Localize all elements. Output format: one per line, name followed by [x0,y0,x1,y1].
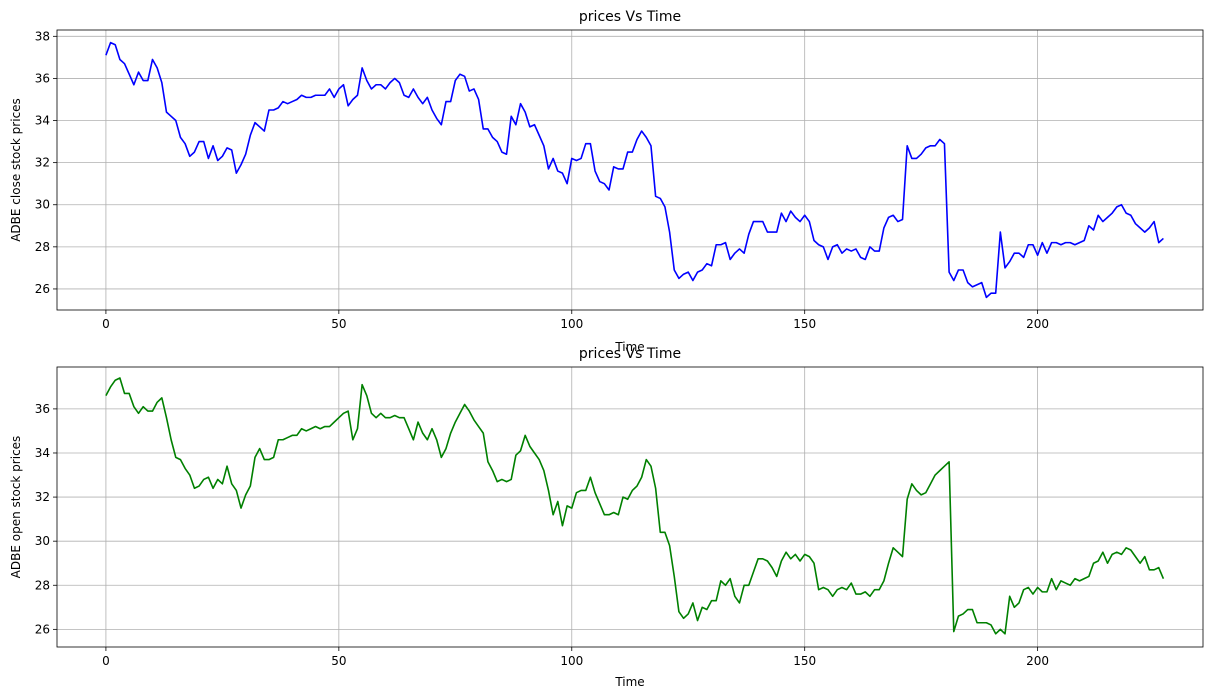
y-tick-label: 26 [35,282,50,296]
y-tick-label: 28 [35,240,50,254]
y-tick-label: 36 [35,71,50,85]
y-tick-label: 30 [35,534,50,548]
y-tick-label: 32 [35,490,50,504]
y-tick-label: 38 [35,29,50,43]
chart-title: prices Vs Time [579,346,681,362]
x-tick-label: 150 [793,654,816,668]
y-tick-label: 34 [35,114,50,128]
y-tick-label: 34 [35,446,50,460]
x-tick-label: 150 [793,317,816,331]
x-axis-label: Time [614,340,644,354]
y-tick-label: 28 [35,578,50,592]
x-tick-label: 100 [560,654,583,668]
plot-frame [56,29,1204,311]
x-tick-label: 50 [331,317,346,331]
x-tick-label: 100 [560,317,583,331]
x-tick-label: 200 [1026,654,1049,668]
x-tick-label: 0 [102,317,110,331]
plot-frame [56,366,1204,648]
series-line [105,41,1164,299]
y-tick-label: 32 [35,156,50,170]
y-tick-label: 36 [35,402,50,416]
y-axis-label: ADBE open stock prices [9,436,23,579]
y-tick-label: 30 [35,198,50,212]
y-tick-label: 26 [35,622,50,636]
subplot-1: 0 50 100 150 200 26 28 30 32 34 36 38 prices Vs Time… [9,9,1204,354]
x-tick-label: 200 [1026,317,1049,331]
series-line [105,377,1165,635]
subplot-2: 0 50 100 150 200 26 28 30 32 34 36 prices Vs Time Ti… [9,346,1204,689]
x-tick-label: 50 [331,654,346,668]
x-axis-label: Time [614,675,644,689]
chart-title: prices Vs Time [579,9,681,25]
x-tick-label: 0 [102,654,110,668]
y-axis-label: ADBE close stock prices [9,98,23,242]
